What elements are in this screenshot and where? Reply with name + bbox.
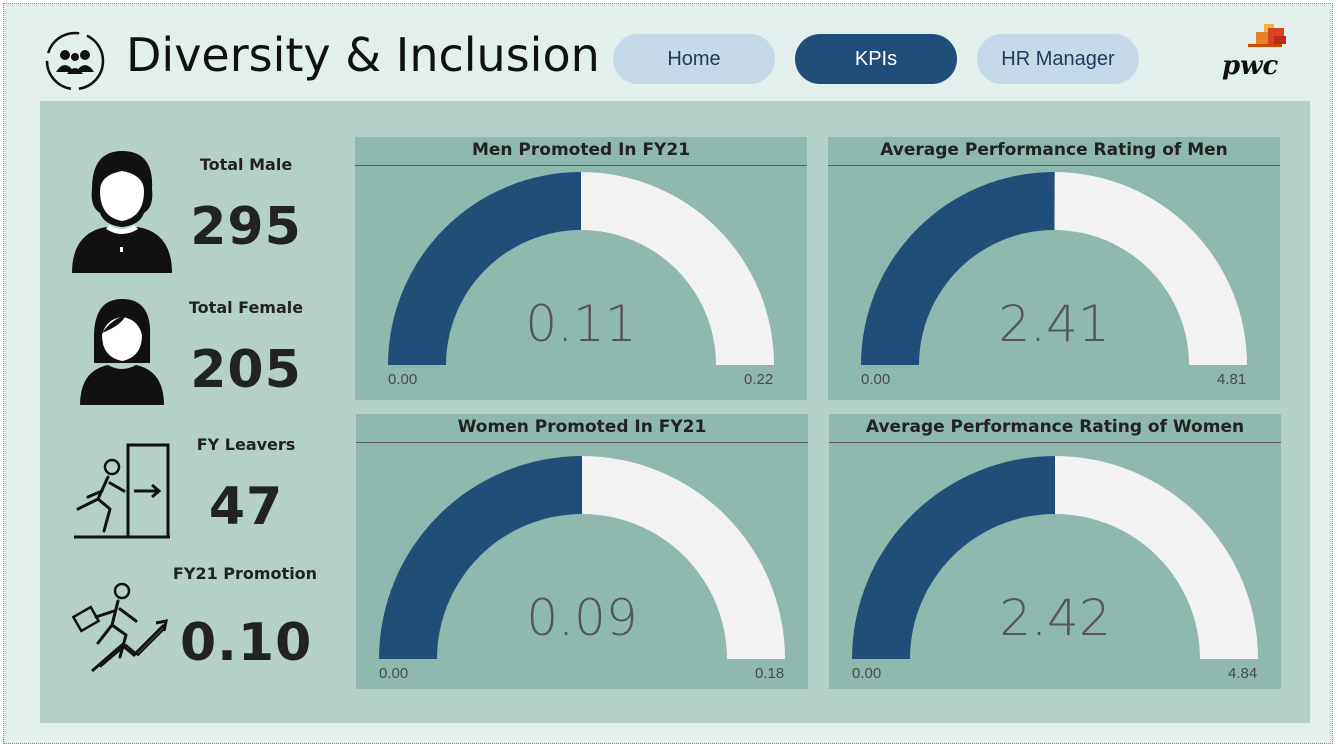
- gauge-women-promoted-card: Women Promoted In FY21 0.09 0.00 0.18: [356, 414, 808, 689]
- gauge-men-rating-track: [1054, 172, 1247, 365]
- gauge-women-rating-value: 2.42: [999, 589, 1111, 647]
- gauge-men-rating-card: Average Performance Rating of Men 2.41 0.0…: [828, 137, 1280, 400]
- gauge-men-promoted-fill: [388, 172, 581, 365]
- gauge-women-promoted-title: Women Promoted In FY21: [356, 414, 808, 443]
- gauge-women-rating-max-label: 4.84: [1228, 665, 1258, 682]
- kpi-panel: Total Male 295 Total Female 205 FY Leave…: [40, 101, 1310, 723]
- gauge-women-rating-svg: [852, 456, 1258, 659]
- gauge-women-promoted-min-label: 0.00: [379, 665, 409, 682]
- nav-home-button[interactable]: Home: [613, 34, 775, 84]
- gauge-women-rating-min-label: 0.00: [852, 665, 882, 682]
- gauge-men-promoted-svg: [388, 172, 774, 365]
- page-title: Diversity & Inclusion: [126, 28, 600, 82]
- total-male-value: 295: [190, 197, 302, 257]
- gauge-men-rating-fill: [861, 171, 1055, 365]
- gauge-women-rating-card: Average Performance Rating of Women 2.42 0…: [829, 414, 1281, 689]
- pwc-logo: pwc: [1216, 22, 1296, 82]
- gauge-women-promoted-track: [582, 456, 785, 659]
- gauge-men-promoted-value: 0.11: [525, 295, 637, 353]
- gauge-men-rating-svg: [861, 171, 1247, 365]
- gauge-men-promoted-card: Men Promoted In FY21 0.11 0.00 0.22: [355, 137, 807, 400]
- gauge-women-promoted-max-label: 0.18: [755, 665, 785, 682]
- fy-leavers-label: FY Leavers: [196, 435, 296, 454]
- gauge-women-promoted-fill: [379, 456, 582, 659]
- gauge-men-promoted-track: [581, 172, 774, 365]
- gauge-women-rating-fill: [852, 456, 1055, 659]
- team-cycle-icon: [45, 31, 105, 91]
- total-male-label: Total Male: [199, 155, 293, 174]
- dashboard-frame: Diversity & Inclusion Home KPIs HR Manag…: [3, 3, 1333, 744]
- gauge-women-rating-track: [1055, 456, 1258, 659]
- fy21-promotion-label: FY21 Promotion: [172, 564, 318, 583]
- pwc-logo-text: pwc: [1222, 51, 1279, 81]
- career-growth-icon: [72, 582, 168, 673]
- fy-leavers-value: 47: [208, 477, 284, 537]
- gauge-men-rating-title: Average Performance Rating of Men: [828, 137, 1280, 166]
- nav-kpis-button[interactable]: KPIs: [795, 34, 957, 84]
- gauge-men-rating-min-label: 0.00: [861, 371, 891, 388]
- male-user-icon: [72, 151, 172, 273]
- gauge-men-rating-max-label: 4.81: [1217, 371, 1247, 388]
- total-female-label: Total Female: [188, 298, 304, 317]
- gauge-men-rating-value: 2.41: [998, 295, 1110, 353]
- gauge-women-promoted-value: 0.09: [526, 589, 638, 647]
- female-user-icon: [80, 299, 164, 405]
- gauge-men-promoted-min-label: 0.00: [388, 371, 418, 388]
- gauge-women-promoted-svg: [379, 456, 785, 659]
- fy21-promotion-value: 0.10: [180, 613, 313, 673]
- gauge-women-rating-title: Average Performance Rating of Women: [829, 414, 1281, 443]
- gauge-men-promoted-title: Men Promoted In FY21: [355, 137, 807, 166]
- total-female-value: 205: [190, 340, 302, 400]
- gauge-men-promoted-max-label: 0.22: [744, 371, 774, 388]
- person-exit-icon: [74, 443, 170, 539]
- nav-hr-manager-button[interactable]: HR Manager: [977, 34, 1139, 84]
